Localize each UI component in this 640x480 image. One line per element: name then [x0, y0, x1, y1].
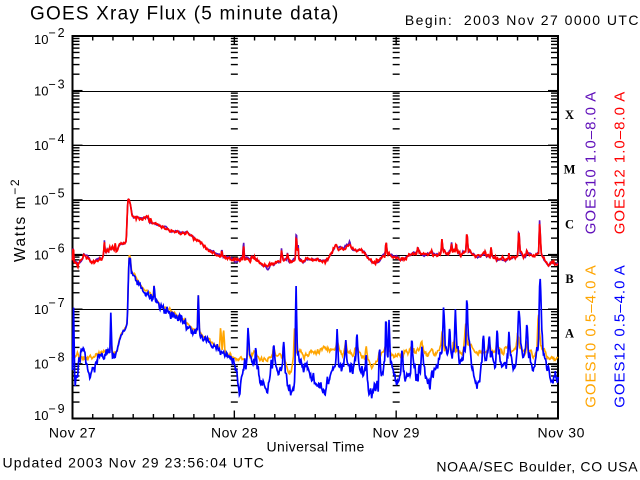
svg-text:Nov 27: Nov 27 — [49, 425, 96, 441]
svg-text:GOES Xray Flux (5 minute data): GOES Xray Flux (5 minute data) — [30, 4, 340, 25]
svg-text:Universal Time: Universal Time — [267, 439, 365, 455]
svg-text:A: A — [565, 327, 574, 341]
svg-text:NOAA/SEC Boulder, CO USA: NOAA/SEC Boulder, CO USA — [436, 459, 638, 475]
svg-text:C: C — [565, 217, 574, 231]
svg-text:Nov 30: Nov 30 — [538, 425, 585, 441]
svg-text:Watts m−2: Watts m−2 — [8, 178, 29, 262]
svg-text:GOES10 0.5–4.0 A: GOES10 0.5–4.0 A — [583, 264, 600, 408]
svg-text:GOES12 0.5–4.0 A: GOES12 0.5–4.0 A — [611, 264, 628, 408]
svg-text:X: X — [565, 108, 574, 122]
svg-text:GOES12 1.0–8.0 A: GOES12 1.0–8.0 A — [611, 91, 628, 235]
svg-text:B: B — [565, 272, 573, 286]
svg-text:Begin: 2003 Nov 27 0000 UTC: Begin: 2003 Nov 27 0000 UTC — [405, 12, 640, 28]
svg-text:M: M — [564, 163, 576, 177]
svg-text:Nov 29: Nov 29 — [373, 425, 420, 441]
svg-text:Nov 28: Nov 28 — [211, 425, 258, 441]
svg-text:GOES10 1.0–8.0 A: GOES10 1.0–8.0 A — [583, 91, 600, 235]
svg-text:Updated 2003 Nov 29 23:56:04 U: Updated 2003 Nov 29 23:56:04 UTC — [3, 455, 265, 471]
